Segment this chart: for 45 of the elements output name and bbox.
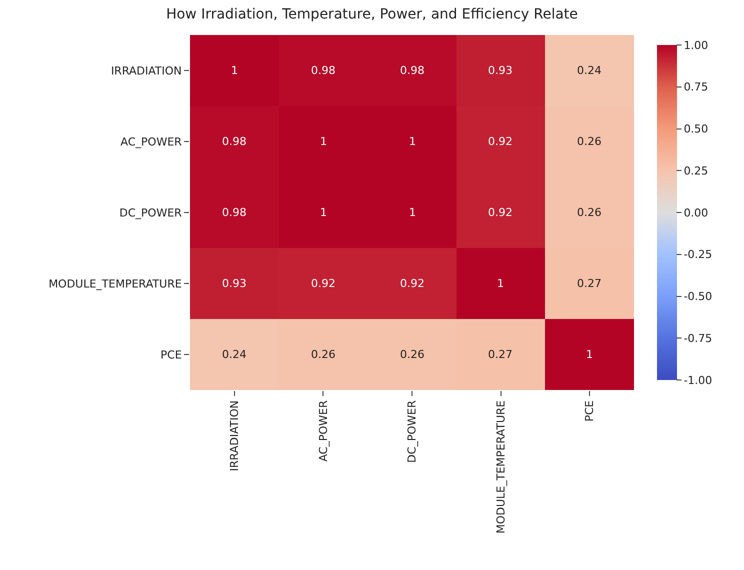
x-tick-label: DC_POWER <box>406 400 419 463</box>
color-bar-label: 0.25 <box>684 164 708 178</box>
data-label: 0.26 <box>400 348 424 361</box>
data-label: 0.98 <box>222 135 246 148</box>
data-label: 0.92 <box>400 277 424 290</box>
data-label: 0.98 <box>311 64 336 77</box>
data-label: 0.24 <box>577 64 602 77</box>
x-tick-label: IRRADIATION <box>228 400 241 472</box>
data-label: 0.98 <box>222 206 246 219</box>
data-label: 1 <box>497 277 504 290</box>
color-bar-label: -1.00 <box>684 374 712 387</box>
data-label: 0.92 <box>311 277 336 290</box>
x-tick-label: MODULE_TEMPERATURE <box>494 400 508 534</box>
y-tick-label: AC_POWER <box>120 135 182 148</box>
color-bar-label: 0.75 <box>684 80 708 94</box>
data-label: 0.27 <box>577 277 602 290</box>
chart-title: How Irradiation, Temperature, Power, and Efficiency Relate <box>166 6 578 22</box>
data-label: 1 <box>231 64 238 77</box>
x-tick-label: AC_POWER <box>316 400 330 462</box>
data-label: 1 <box>409 135 416 148</box>
data-label: 0.93 <box>488 64 512 77</box>
color-bar-label: 0.00 <box>684 206 708 220</box>
data-label: 0.98 <box>400 64 424 77</box>
y-tick-label: MODULE_TEMPERATURE <box>48 277 182 290</box>
color-bar-label: -0.25 <box>684 248 712 262</box>
color-bar-label: -0.75 <box>684 332 712 345</box>
data-label: 0.93 <box>222 277 246 290</box>
data-label: 0.26 <box>577 135 602 148</box>
data-label: 1 <box>409 206 416 219</box>
data-label: 0.92 <box>488 135 512 148</box>
y-tick-label: PCE <box>160 348 182 362</box>
y-tick-label: IRRADIATION <box>110 64 182 78</box>
color-bar-label: -0.50 <box>684 290 712 304</box>
data-label: 0.26 <box>311 348 336 361</box>
data-label: 0.24 <box>222 348 246 361</box>
data-label: 0.26 <box>577 206 602 219</box>
y-tick-label: DC_POWER <box>119 206 182 220</box>
color-bar-label: 1.00 <box>684 38 708 52</box>
data-label: 1 <box>320 206 327 219</box>
x-tick-label: PCE <box>583 400 596 422</box>
color-bar-label: 0.50 <box>684 122 708 136</box>
data-label: 1 <box>320 135 327 148</box>
data-label: 0.27 <box>488 348 512 361</box>
data-label: 0.92 <box>488 206 512 219</box>
data-label: 1 <box>586 348 593 361</box>
